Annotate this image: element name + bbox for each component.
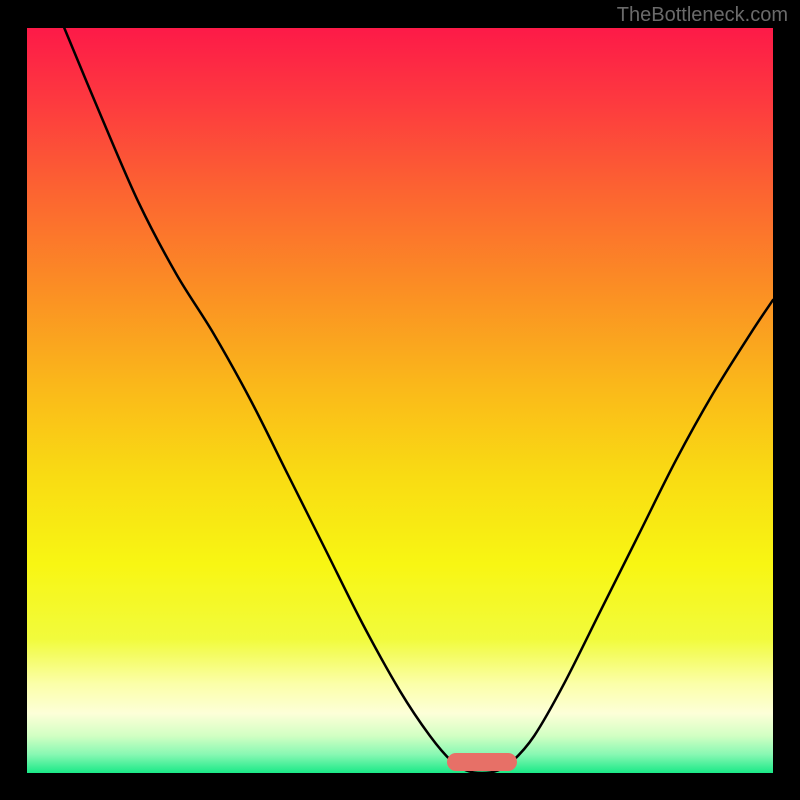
bottleneck-curve xyxy=(27,28,773,773)
plot-area xyxy=(27,28,773,773)
chart-container: TheBottleneck.com xyxy=(0,0,800,800)
optimal-range-marker xyxy=(447,753,517,771)
attribution-text: TheBottleneck.com xyxy=(617,4,788,27)
